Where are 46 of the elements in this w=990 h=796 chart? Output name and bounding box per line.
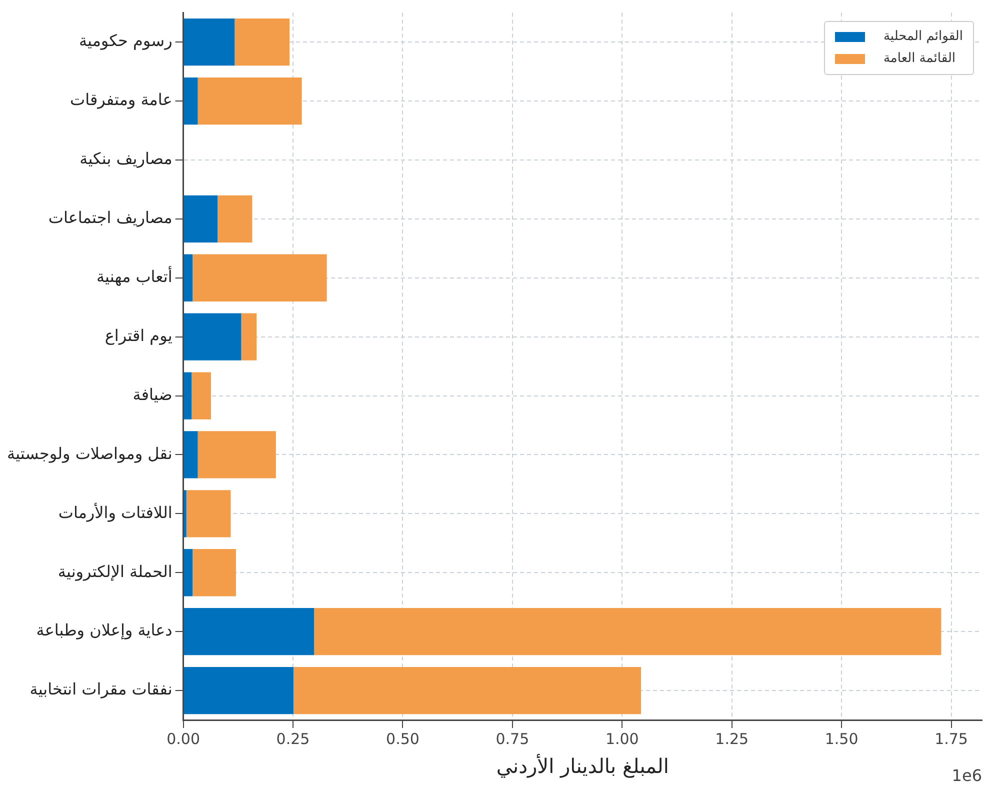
y-tick-label: الحملة الإلكترونية (58, 562, 172, 581)
y-tick-label: عامة ومتفرقات (70, 90, 172, 110)
bar (184, 431, 198, 478)
y-tick-label: نقل ومواصلات ولوجستية (6, 444, 172, 463)
bar (192, 549, 236, 596)
x-tick-label: 1.25 (715, 730, 749, 748)
y-tick-label: نفقات مقرات انتخابية (30, 680, 172, 699)
y-tick-label: مصاريف اجتماعات (48, 208, 172, 228)
bar (198, 77, 302, 125)
legend-label: القائمة العامة (883, 51, 956, 66)
bar (184, 549, 193, 596)
bar (192, 372, 211, 420)
bar (218, 195, 252, 243)
bar (241, 313, 257, 360)
x-tick-label: 0.75 (496, 730, 530, 748)
bar (314, 608, 942, 656)
bar (186, 490, 231, 538)
text: 1e6 (952, 766, 982, 785)
y-tick-label: مصاريف بنكية (80, 149, 172, 168)
x-tick-label: 0.50 (386, 730, 420, 748)
bar (184, 372, 192, 420)
y-tick-label: رسوم حكومية (78, 31, 172, 50)
x-tick-label: 1.75 (934, 730, 968, 748)
x-axis-title: المبلغ بالدينار الأردني (496, 753, 669, 778)
bar (293, 666, 642, 714)
bar (192, 254, 327, 302)
x-tick-label: 0.25 (276, 730, 310, 748)
y-tick-label: أتعاب مهنية (96, 266, 172, 286)
x-tick-label: 0.00 (166, 730, 200, 748)
bar (198, 431, 276, 478)
y-tick-label: ضيافة (132, 384, 172, 404)
bar (184, 254, 193, 302)
x-tick-label: 1.50 (824, 730, 858, 748)
bar (184, 195, 218, 243)
y-tick-label: يوم اقتراع (104, 326, 172, 345)
y-tick-label: اللافتات والأرمات (58, 502, 172, 522)
bar (184, 666, 294, 714)
bar (184, 77, 198, 125)
x-tick-label: 1.00 (605, 730, 639, 748)
bar (184, 18, 235, 66)
bar (234, 18, 290, 66)
y-tick-label: دعاية وإعلان وطباعة (36, 620, 172, 640)
legend-label: القوائم المحلية (883, 29, 963, 44)
bar (184, 313, 242, 360)
bar (184, 490, 186, 538)
bar (184, 608, 314, 656)
